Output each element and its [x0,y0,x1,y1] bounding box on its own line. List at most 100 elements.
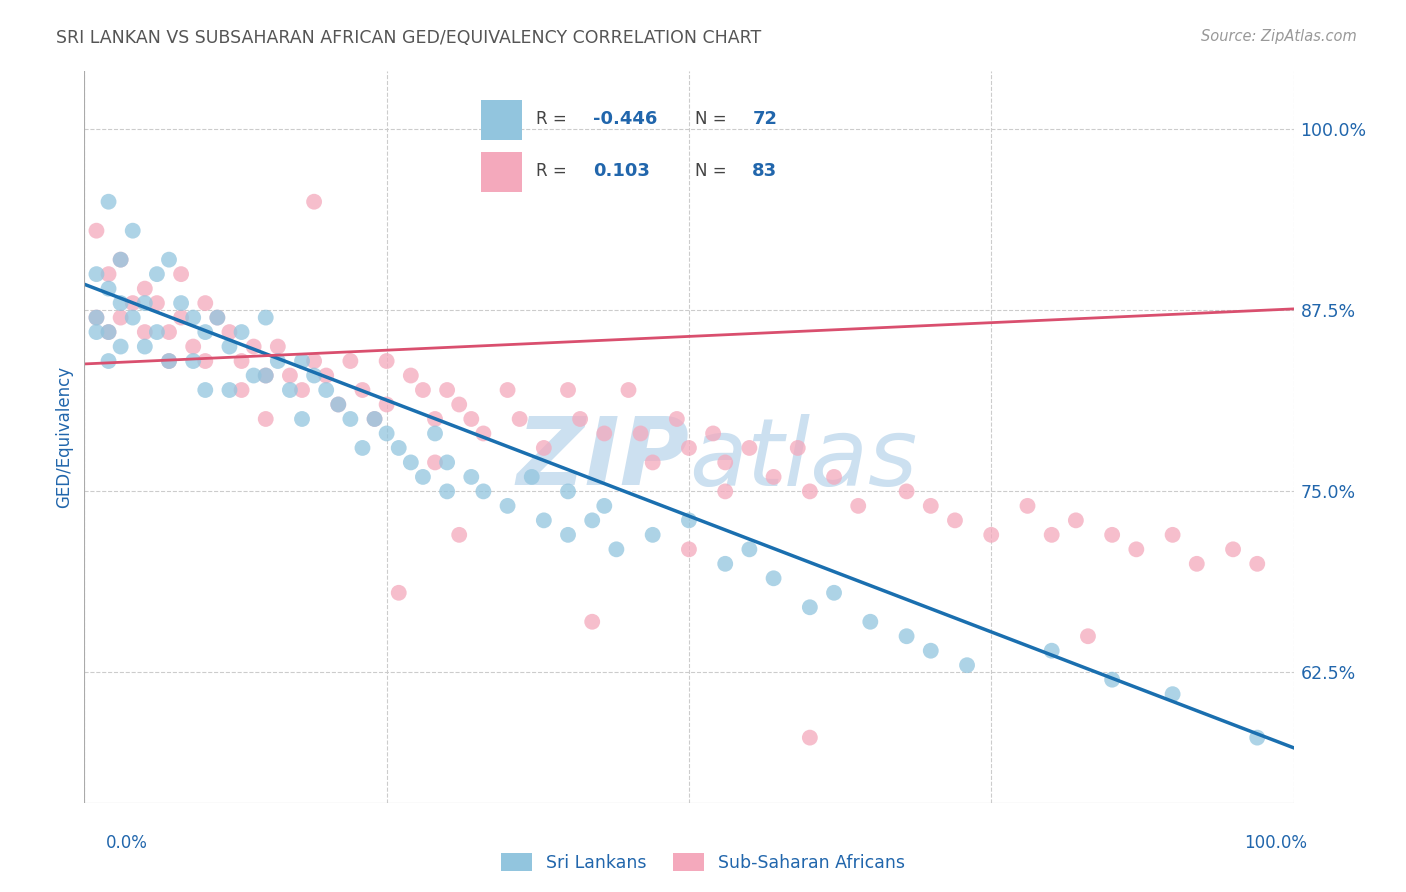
Point [449,397,471,411]
Point [714,557,737,571]
Point [254,412,277,426]
Point [121,296,143,310]
Point [157,325,180,339]
Point [242,340,264,354]
Point [569,412,592,426]
Point [315,368,337,383]
Point [121,224,143,238]
Point [1101,673,1123,687]
Point [557,383,579,397]
Point [714,484,737,499]
Point [97,325,120,339]
Point [460,412,482,426]
Point [302,354,325,368]
Text: 0.0%: 0.0% [105,834,148,852]
Point [678,513,700,527]
Point [207,310,229,325]
Point [799,600,821,615]
Point [134,325,156,339]
Point [1101,528,1123,542]
Point [328,397,350,411]
Point [920,644,942,658]
Point [194,325,217,339]
Point [388,586,411,600]
Point [436,383,458,397]
Point [1125,542,1147,557]
Point [194,383,217,397]
Point [110,310,132,325]
Point [449,528,471,542]
Point [496,499,519,513]
Point [207,310,229,325]
Point [363,412,385,426]
Point [980,528,1002,542]
Point [399,455,422,469]
Point [762,470,785,484]
Point [738,542,761,557]
Point [363,412,385,426]
Text: ZIP: ZIP [516,413,689,505]
Point [630,426,652,441]
Point [399,368,422,383]
Point [388,441,411,455]
Point [1077,629,1099,643]
Text: Source: ZipAtlas.com: Source: ZipAtlas.com [1201,29,1357,44]
Point [157,354,180,368]
Point [375,426,398,441]
Text: atlas: atlas [689,414,917,505]
Point [956,658,979,673]
Point [267,354,290,368]
Point [157,252,180,267]
Point [678,441,700,455]
Point [641,455,664,469]
Point [846,499,869,513]
Point [423,426,446,441]
Point [738,441,761,455]
Point [146,296,169,310]
Point [181,354,204,368]
Point [533,513,555,527]
Point [593,499,616,513]
Point [412,470,434,484]
Point [254,368,277,383]
Point [1161,687,1184,701]
Point [665,412,688,426]
Point [181,340,204,354]
Point [242,368,264,383]
Point [291,383,314,397]
Point [496,383,519,397]
Point [86,325,108,339]
Point [1017,499,1039,513]
Point [231,383,253,397]
Point [170,310,193,325]
Point [352,441,374,455]
Point [460,470,482,484]
Point [146,267,169,281]
Point [254,310,277,325]
Point [231,325,253,339]
Point [714,455,737,469]
Point [352,383,374,397]
Point [1064,513,1087,527]
Point [97,325,120,339]
Point [786,441,808,455]
Point [557,528,579,542]
Point [823,470,845,484]
Point [291,354,314,368]
Point [267,340,290,354]
Point [375,354,398,368]
Point [328,397,350,411]
Point [97,194,120,209]
Point [86,310,108,325]
Legend: Sri Lankans, Sub-Saharan Africans: Sri Lankans, Sub-Saharan Africans [494,847,912,879]
Point [943,513,966,527]
Point [194,354,217,368]
Point [134,282,156,296]
Point [799,731,821,745]
Point [278,368,301,383]
Point [509,412,531,426]
Point [110,296,132,310]
Point [218,325,240,339]
Point [412,383,434,397]
Point [170,296,193,310]
